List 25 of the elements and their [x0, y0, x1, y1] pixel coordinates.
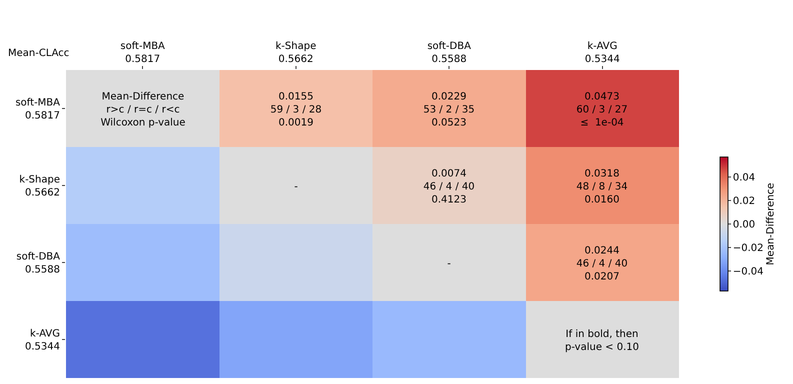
color-bar-label: 0.04 [732, 172, 756, 184]
y-tick-label: k-Shape 0.5662 [19, 174, 60, 198]
y-tick-label: soft-DBA 0.5588 [16, 252, 60, 276]
x-tick-label: soft-MBA 0.5817 [120, 41, 166, 65]
data-label: 0.0155 59 / 3 / 28 0.0019 [270, 92, 322, 128]
color-bar-label: 0.00 [732, 220, 756, 230]
data-label: 0.0244 46 / 4 / 40 0.0207 [576, 246, 628, 282]
data-label: If in bold, then p-value < 0.10 [564, 329, 640, 353]
x-tick-label: k-Shape 0.5662 [276, 41, 316, 65]
color-bar-label: −0.04 [732, 266, 764, 278]
data-label: - [447, 258, 452, 270]
x-tick-label: k-AVG 0.5344 [584, 41, 620, 65]
color-bar-label: −0.02 [732, 243, 764, 254]
data-label: - [294, 182, 298, 192]
text: Mean-CLAcc [8, 48, 70, 59]
data-label: Mean-Difference r>c / r=c / r<c Wilcoxon p-value [100, 92, 186, 128]
data-label: 0.0318 48 / 8 / 34 0.0160 [576, 168, 628, 206]
x-tick-label: soft-DBA 0.5588 [427, 41, 472, 65]
color-bar-label: 0.02 [732, 196, 756, 207]
y-tick-label: k-AVG 0.5344 [25, 328, 60, 352]
data-label: 0.0074 46 / 4 / 40 0.4123 [423, 168, 475, 206]
data-label: 0.0473 60 / 3 / 27 ≤ 1e-04 [576, 92, 628, 128]
color-bar-title: Mean-Difference [766, 182, 777, 266]
y-tick-label: soft-MBA 0.5817 [15, 98, 60, 122]
data-label: 0.0229 53 / 2 / 35 0.0523 [423, 92, 475, 128]
